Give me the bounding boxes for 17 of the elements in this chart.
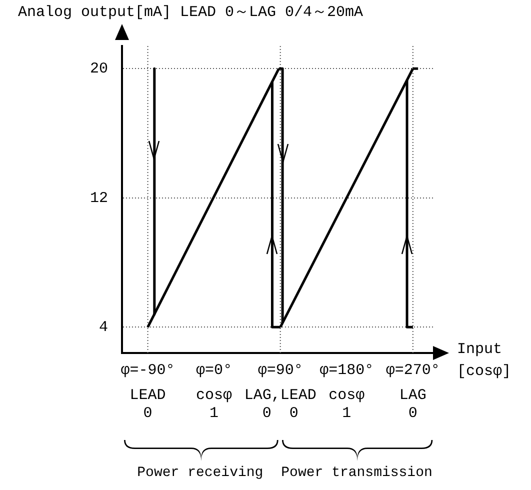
y-tick-label: 12: [90, 190, 108, 207]
x-tick-label: φ=-90°: [120, 362, 175, 379]
y-tick-label: 20: [90, 60, 108, 78]
x-tick-label: φ=0°: [196, 362, 232, 379]
y-axis-title: Analog output[mA] LEAD 0～LAG 0/4～20mA: [18, 3, 364, 21]
text: Power receiving: [137, 465, 264, 481]
text: Power transmission: [281, 465, 432, 481]
text: cosφ 1: [196, 387, 232, 423]
x-tick-label: φ=180°: [320, 362, 374, 379]
x-tick-label: φ=270°: [386, 362, 440, 379]
x-tick-label: φ=90°: [258, 362, 303, 379]
y-tick-label: 4: [98, 319, 108, 336]
text: cosφ 1: [328, 387, 365, 423]
text: LEAD 0: [130, 387, 166, 423]
x-axis-title: Input [cosφ]: [457, 340, 512, 382]
text: LAG,LEAD 0 0: [244, 387, 316, 423]
text: LAG 0: [399, 387, 426, 423]
